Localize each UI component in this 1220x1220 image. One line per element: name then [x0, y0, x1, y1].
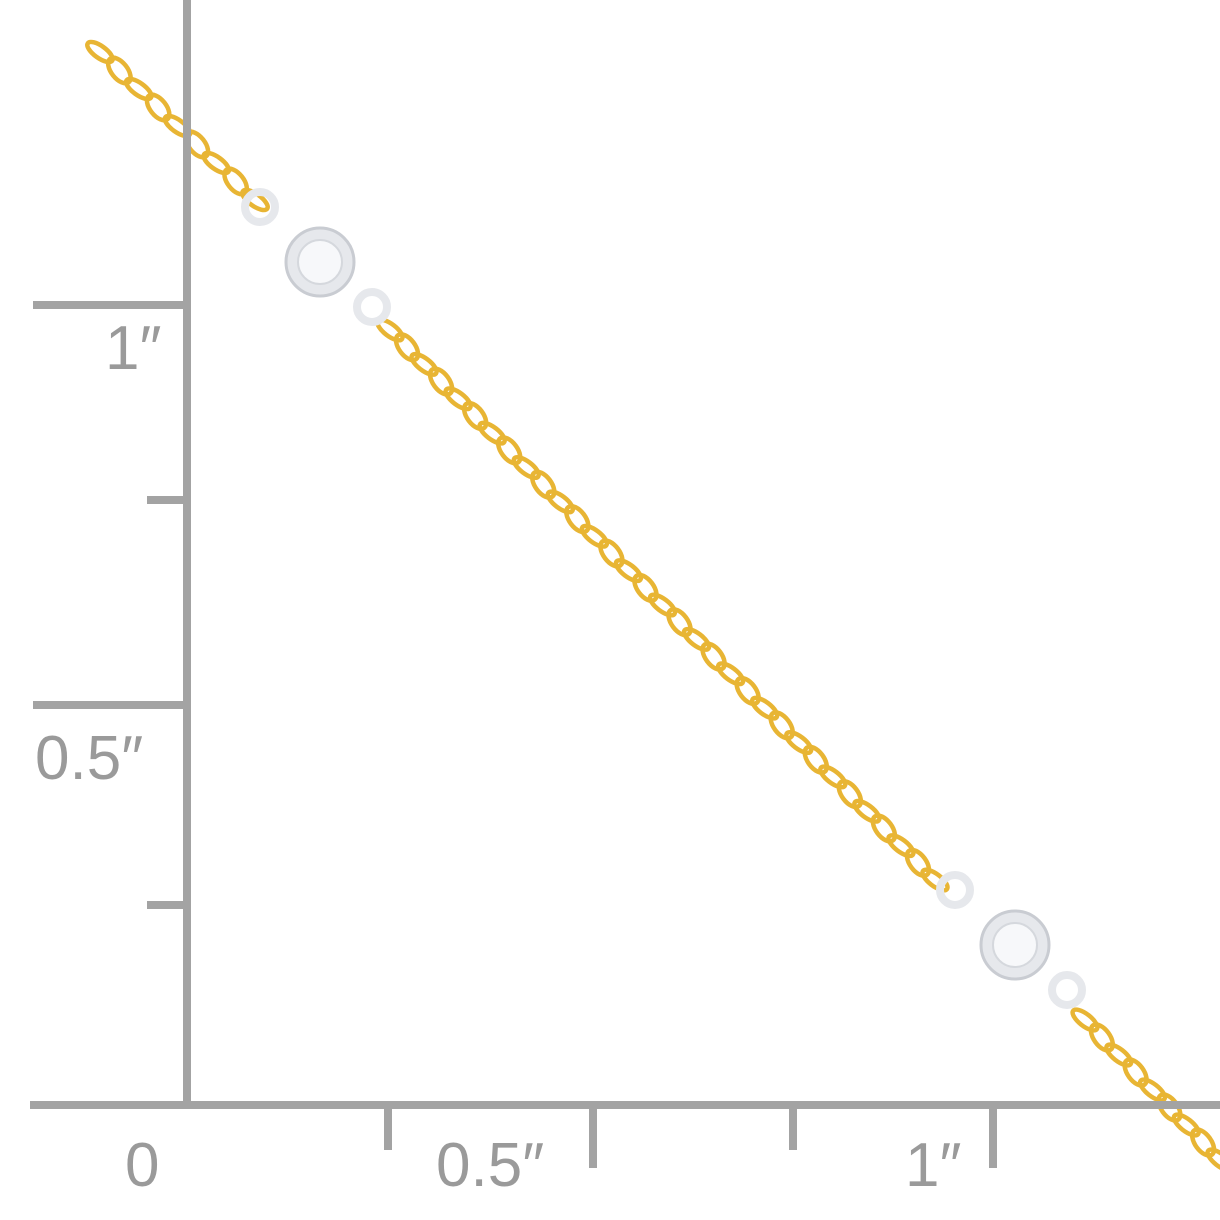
- chain-link: [784, 729, 814, 756]
- chain-link: [222, 166, 250, 197]
- chain-link: [201, 150, 232, 176]
- chain-link: [886, 833, 916, 859]
- chain-link: [511, 454, 541, 481]
- chain-link: [579, 523, 610, 549]
- chain-link: [1171, 1112, 1201, 1138]
- stone-part: [936, 871, 974, 909]
- chain-link: [1122, 1057, 1149, 1088]
- chain-link: [715, 661, 746, 687]
- chain-link: [393, 331, 421, 363]
- chain-link: [749, 695, 780, 721]
- ruler-label-h-1in: 1″: [905, 1131, 962, 1200]
- chain-link: [545, 489, 576, 515]
- chain-link: [495, 435, 523, 466]
- stone-part: [992, 922, 1038, 968]
- chain-link: [1088, 1022, 1116, 1053]
- chain-link: [461, 400, 489, 432]
- chain-link: [768, 710, 795, 741]
- bezel-stones: [241, 188, 1086, 1009]
- chain-link: [734, 675, 761, 707]
- stone-part: [241, 188, 279, 226]
- chain-link: [802, 744, 830, 775]
- bezel-diamond: [936, 871, 1086, 1009]
- chain-link: [836, 778, 864, 810]
- chain-link: [598, 538, 625, 569]
- chain-link: [85, 39, 115, 65]
- chain-link: [1104, 1042, 1134, 1068]
- chain-link: [144, 92, 172, 123]
- chain-link: [647, 592, 678, 618]
- chain-link: [904, 847, 932, 879]
- chain-link: [852, 798, 882, 824]
- chain-link: [920, 867, 950, 893]
- chain-link: [443, 386, 473, 412]
- gold-chain: [85, 39, 1220, 1173]
- chain-link: [1137, 1077, 1168, 1103]
- chain-link: [123, 76, 154, 102]
- chain-link: [564, 503, 591, 535]
- chain-link: [1070, 1007, 1100, 1033]
- chain-link: [700, 641, 727, 672]
- chain-link: [1189, 1127, 1217, 1158]
- chain-link: [477, 420, 507, 446]
- chain-link: [818, 764, 848, 790]
- chain-link: [870, 813, 898, 844]
- chain-link: [530, 469, 557, 500]
- ruler-label-v-0.5in: 0.5″: [35, 724, 144, 793]
- chain-link: [1205, 1147, 1220, 1173]
- stone-part: [353, 288, 391, 326]
- chain-link: [666, 606, 693, 638]
- stone-part: [1048, 971, 1086, 1009]
- chain-link: [681, 626, 712, 652]
- bezel-diamond: [241, 188, 391, 326]
- ruler: [30, 0, 1220, 1168]
- stone-part: [297, 239, 343, 285]
- chain-link: [427, 366, 455, 397]
- chain-link: [613, 558, 644, 584]
- chain-link: [632, 572, 659, 604]
- ruler-label-h-0: 0: [125, 1131, 160, 1200]
- chain-link: [409, 351, 439, 377]
- chain-link: [105, 55, 133, 86]
- ruler-label-h-0.5in: 0.5″: [436, 1131, 545, 1200]
- ruler-label-v-1in: 1″: [105, 314, 162, 383]
